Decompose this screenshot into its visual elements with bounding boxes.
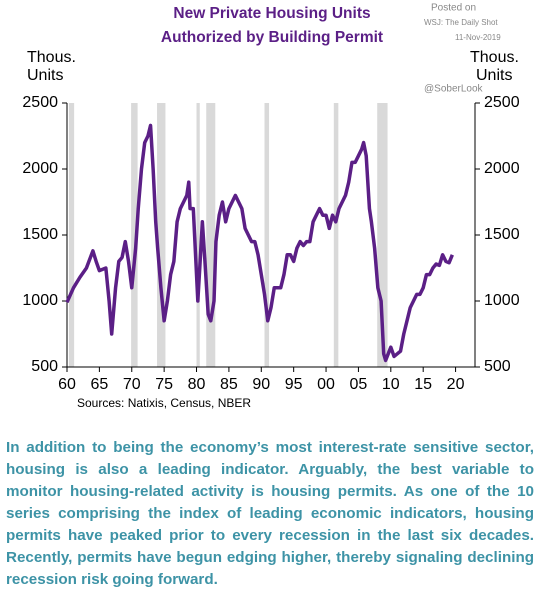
y2-axis-title: Units <box>476 67 512 84</box>
annotation: 11-Nov-2019 <box>455 33 501 42</box>
annotation: Posted on <box>431 3 476 14</box>
y2-tick-label: 500 <box>484 358 511 375</box>
body-text: In addition to being the economy’s most … <box>6 439 534 588</box>
y-axis-title: Thous. <box>27 49 76 66</box>
x-tick-label: 90 <box>252 376 270 393</box>
data-line <box>65 123 454 363</box>
y-tick-label: 2000 <box>22 160 58 177</box>
y-tick-label: 500 <box>31 358 58 375</box>
x-tick-label: 10 <box>382 376 400 393</box>
y2-tick-label: 2000 <box>484 160 520 177</box>
y-tick-label: 1000 <box>22 292 58 309</box>
chart-title: New Private Housing Units <box>173 5 370 22</box>
chart: New Private Housing Units Authorized by … <box>22 3 520 411</box>
recession-band <box>206 103 216 367</box>
y-tick-label: 1500 <box>22 226 58 243</box>
annotation: WSJ: The Daily Shot <box>424 18 498 27</box>
x-tick-label: 80 <box>188 376 206 393</box>
y2-tick-label: 2500 <box>484 94 520 111</box>
y2-tick-label: 1500 <box>484 226 520 243</box>
recession-band <box>377 103 388 367</box>
x-tick-label: 70 <box>123 376 141 393</box>
x-tick-label: 85 <box>220 376 238 393</box>
x-tick-label: 00 <box>317 376 335 393</box>
recession-band <box>68 103 75 367</box>
recession-band <box>196 103 200 367</box>
x-tick-label: 60 <box>58 376 76 393</box>
x-tick-label: 95 <box>285 376 303 393</box>
x-tick-label: 05 <box>350 376 368 393</box>
y2-axis-title: Thous. <box>470 49 519 66</box>
x-tick-label: 20 <box>447 376 465 393</box>
source: Sources: Natixis, Census, NBER <box>77 396 251 410</box>
recession-band <box>333 103 339 367</box>
recession-band <box>157 103 166 367</box>
x-tick-label: 15 <box>414 376 432 393</box>
chart-title: Authorized by Building Permit <box>161 29 383 46</box>
annotation: @SoberLook <box>424 84 484 95</box>
y2-tick-label: 1000 <box>484 292 520 309</box>
x-tick-label: 65 <box>90 376 108 393</box>
recession-band <box>131 103 138 367</box>
y-axis-title: Units <box>27 67 63 84</box>
recession-band <box>264 103 270 367</box>
x-tick-label: 75 <box>155 376 173 393</box>
y-tick-label: 2500 <box>22 94 58 111</box>
